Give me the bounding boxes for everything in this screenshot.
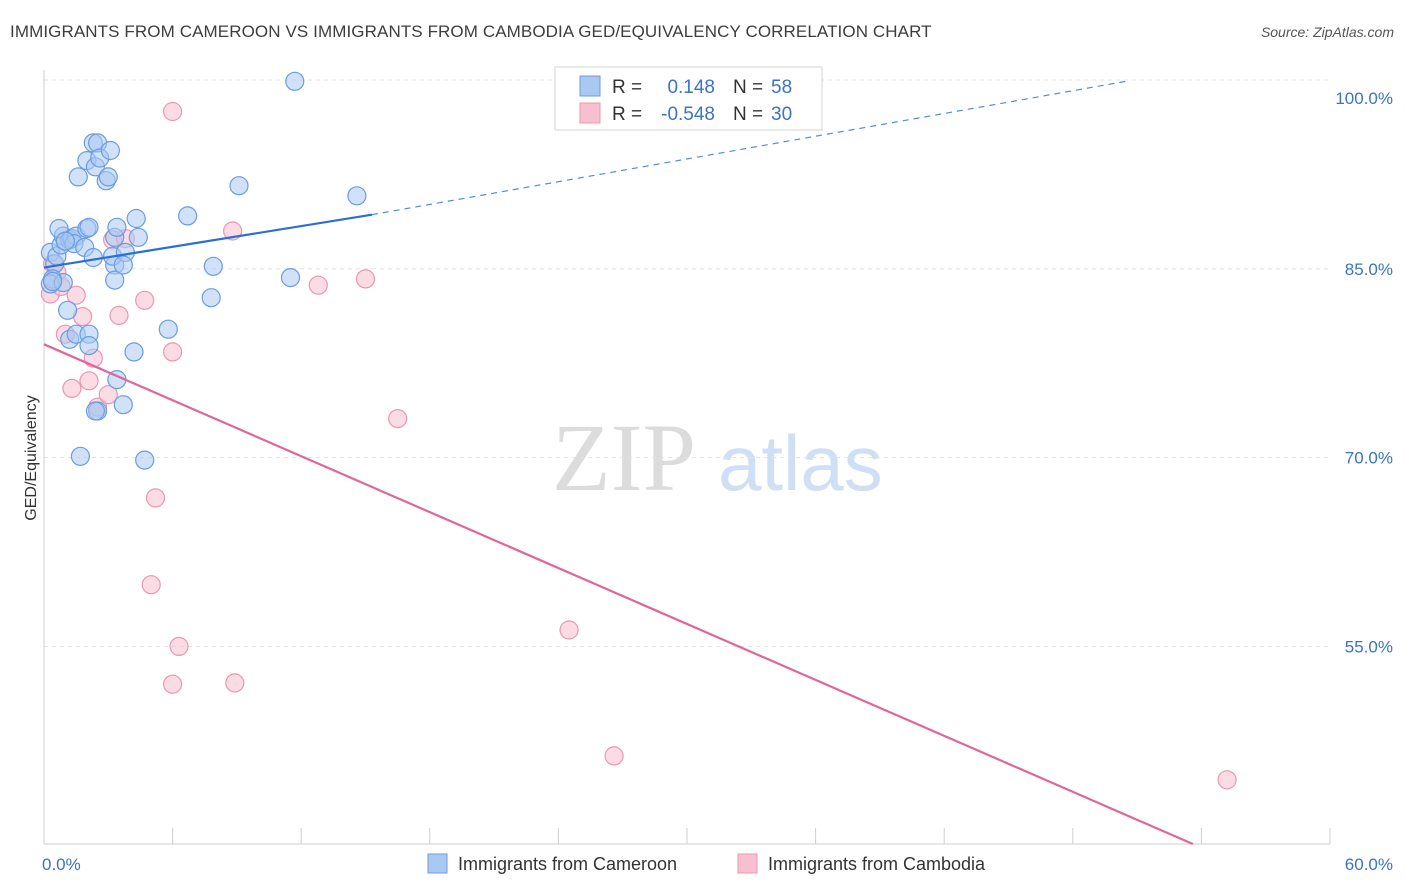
cameroon-point-43 [158,319,178,339]
y-tick-label-0: 100.0% [1335,89,1393,108]
y-axis-title: GED/Equivalency [23,395,40,520]
trend-lines [43,80,1194,846]
cameroon-point-14 [79,217,99,237]
cambodia-point-15 [135,290,155,310]
legend-swatch-pink [579,102,601,124]
legend-r-value-2: -0.548 [661,104,715,125]
series-swatch-cambodia [737,853,758,874]
x-ticks [43,828,1331,844]
cameroon-point-57 [42,271,63,291]
cambodia-point-18 [141,575,161,595]
cameroon-point-48 [280,268,301,288]
grid-lines [44,79,1330,647]
correlation-legend: R = 0.148 N = 58 R = -0.548 N = 30 [554,66,823,131]
cameroon-point-31 [128,227,148,247]
cambodia-point-26 [388,409,408,429]
cambodia-point-28 [604,746,624,766]
cameroon-point-47 [229,176,249,196]
cameroon-point-41 [100,140,121,161]
watermark-atlas: atlas [718,419,883,507]
cambodia-point-23 [225,673,245,693]
cameroon-point-32 [126,208,146,229]
cambodia-point-5 [62,378,82,398]
cambodia-point-25 [355,269,376,289]
x-tick-label-left: 0.0% [42,855,81,874]
cameroon-trend-line [43,213,373,269]
cameroon-point-54 [135,450,155,470]
cameroon-point-30 [107,217,127,237]
cameroon-point-53 [70,446,91,466]
cameroon-point-50 [347,186,367,206]
legend-r-label-2: R = [612,104,642,125]
legend-n-value-1: 58 [771,77,792,98]
legend-swatch-blue [579,75,601,97]
cameroon-point-46 [201,288,221,308]
y-tick-labels: 100.0% 85.0% 70.0% 55.0% [1335,89,1393,656]
cameroon-points [40,71,367,470]
cameroon-trend-extension [371,80,1127,216]
cameroon-point-55 [55,231,76,251]
cambodia-point-21 [163,101,183,122]
cambodia-point-17 [163,342,183,362]
cambodia-point-13 [109,305,129,325]
y-tick-label-1: 85.0% [1345,260,1393,279]
legend-r-label-1: R = [612,77,642,98]
cameroon-point-33 [68,167,88,187]
legend-n-value-2: 30 [771,104,792,125]
cameroon-point-17 [57,300,78,320]
series-legend: Immigrants from Cameroon Immigrants from… [427,853,986,874]
cameroon-point-49 [285,71,305,91]
x-tick-label-right: 60.0% [1345,855,1393,874]
y-tick-label-2: 70.0% [1345,449,1393,468]
cameroon-point-56 [85,401,106,421]
legend-n-label-2: N = [733,104,763,125]
cameroon-point-45 [203,256,223,276]
cambodia-point-16 [145,488,166,508]
cambodia-point-11 [98,385,118,405]
cameroon-point-25 [105,270,125,290]
cameroon-point-44 [178,206,198,226]
cameroon-point-28 [113,255,133,275]
legend-r-value-1: 0.148 [667,77,715,98]
cameroon-point-40 [98,167,118,187]
cambodia-point-19 [163,674,183,694]
source-label: Source: ZipAtlas.com [1260,24,1394,40]
cambodia-point-20 [169,636,189,657]
cambodia-point-8 [79,371,99,391]
legend-n-label-1: N = [733,77,763,98]
cambodia-trend-line [43,343,1194,846]
cambodia-point-6 [66,285,86,305]
series-label-cambodia: Immigrants from Cambodia [768,854,986,874]
series-swatch-cameroon [427,853,448,874]
series-label-cameroon: Immigrants from Cameroon [458,854,677,874]
cambodia-point-29 [1217,770,1237,790]
cambodia-point-27 [559,620,579,640]
cambodia-point-24 [308,275,328,295]
y-tick-label-3: 55.0% [1345,637,1393,656]
chart-title: IMMIGRANTS FROM CAMEROON VS IMMIGRANTS F… [10,22,932,41]
cameroon-point-42 [124,342,144,362]
cameroon-point-21 [79,336,99,356]
cameroon-point-52 [113,395,133,415]
